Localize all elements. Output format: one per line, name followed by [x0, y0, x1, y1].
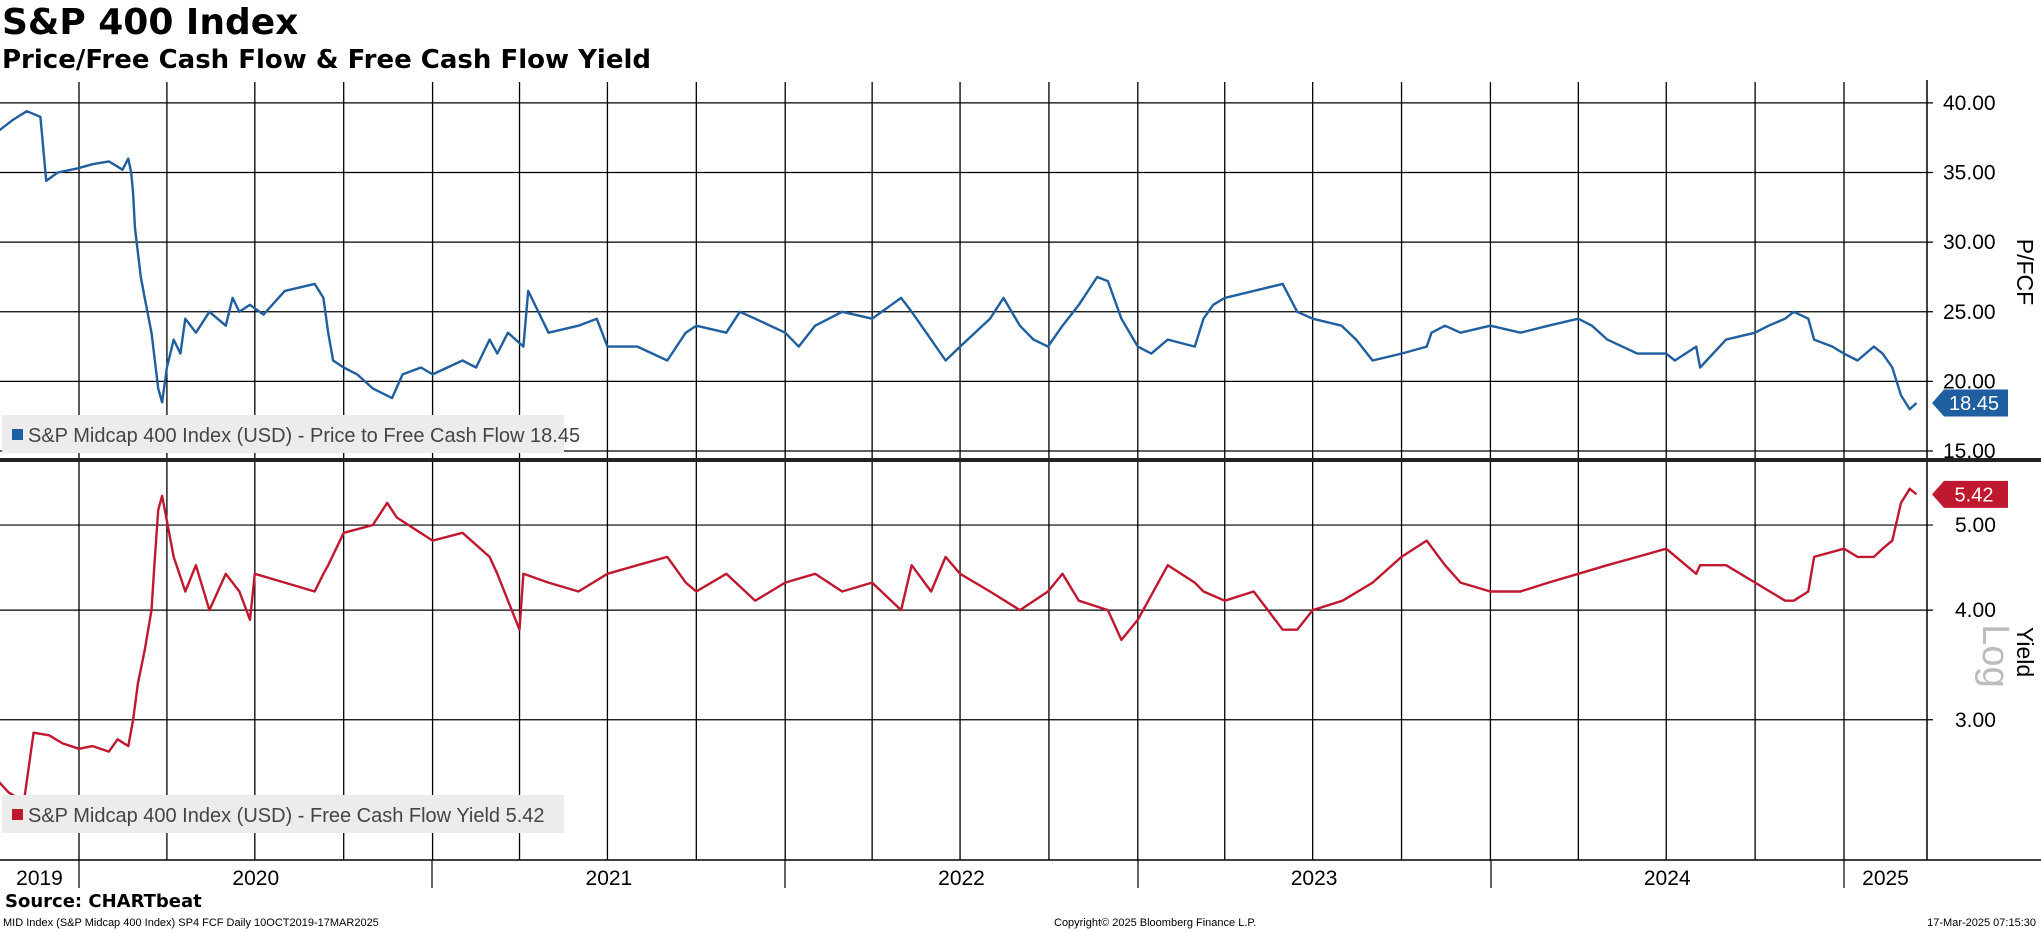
y-tick-label: 15.00	[1943, 440, 1996, 463]
pfcf-last-value-bg	[1932, 389, 2008, 417]
pfcf-series-line[interactable]	[0, 109, 1918, 411]
y-tick-label: 20.00	[1943, 370, 1996, 393]
x-tick-label: 2025	[1862, 867, 1909, 890]
y-tick-label: 30.00	[1943, 231, 1996, 254]
x-tick-label: 2023	[1291, 867, 1338, 890]
pfcf-legend-swatch	[12, 429, 23, 440]
yield-legend-swatch	[12, 809, 23, 820]
y-tick-label: 4.00	[1955, 599, 1996, 622]
pfcf-last-value: 18.45	[1949, 393, 1999, 415]
footer-ticker-info: MID Index (S&P Midcap 400 Index) SP4 FCF…	[3, 917, 379, 929]
yield-last-value: 5.42	[1955, 484, 1994, 506]
source-note: Source: CHARTbeat	[5, 891, 202, 912]
x-tick-label: 2024	[1644, 867, 1691, 890]
chart-title: S&P 400 Index	[2, 2, 299, 43]
pfcf-legend-bg	[2, 415, 564, 453]
x-tick-label: 2021	[586, 867, 633, 890]
y-tick-label: 35.00	[1943, 162, 1996, 185]
footer-timestamp: 17-Mar-2025 07:15:30	[1927, 917, 2036, 929]
log-scale-watermark: Log	[1974, 624, 2016, 687]
yield-legend-label: S&P Midcap 400 Index (USD) - Free Cash F…	[28, 805, 545, 827]
yield-last-value-bg	[1932, 480, 2008, 508]
yield-series-line[interactable]	[0, 487, 1918, 803]
x-tick-label: 2022	[938, 867, 985, 890]
yield-legend-bg	[2, 795, 564, 833]
y-tick-label: 3.00	[1955, 709, 1996, 732]
panel-separator	[0, 458, 2041, 462]
pfcf-legend-label: S&P Midcap 400 Index (USD) - Price to Fr…	[28, 425, 580, 447]
pfcf-axis-title: P/FCF	[2012, 239, 2038, 305]
chart-subtitle: Price/Free Cash Flow & Free Cash Flow Yi…	[2, 45, 651, 75]
x-tick-label: 2020	[232, 867, 279, 890]
y-tick-label: 5.00	[1955, 514, 1996, 537]
yield-axis-title: Yield	[2012, 627, 2038, 677]
y-tick-label: 25.00	[1943, 301, 1996, 324]
y-tick-label: 40.00	[1943, 92, 1996, 115]
footer-copyright: Copyright© 2025 Bloomberg Finance L.P.	[1054, 917, 1257, 929]
x-tick-label: 2019	[16, 867, 63, 890]
